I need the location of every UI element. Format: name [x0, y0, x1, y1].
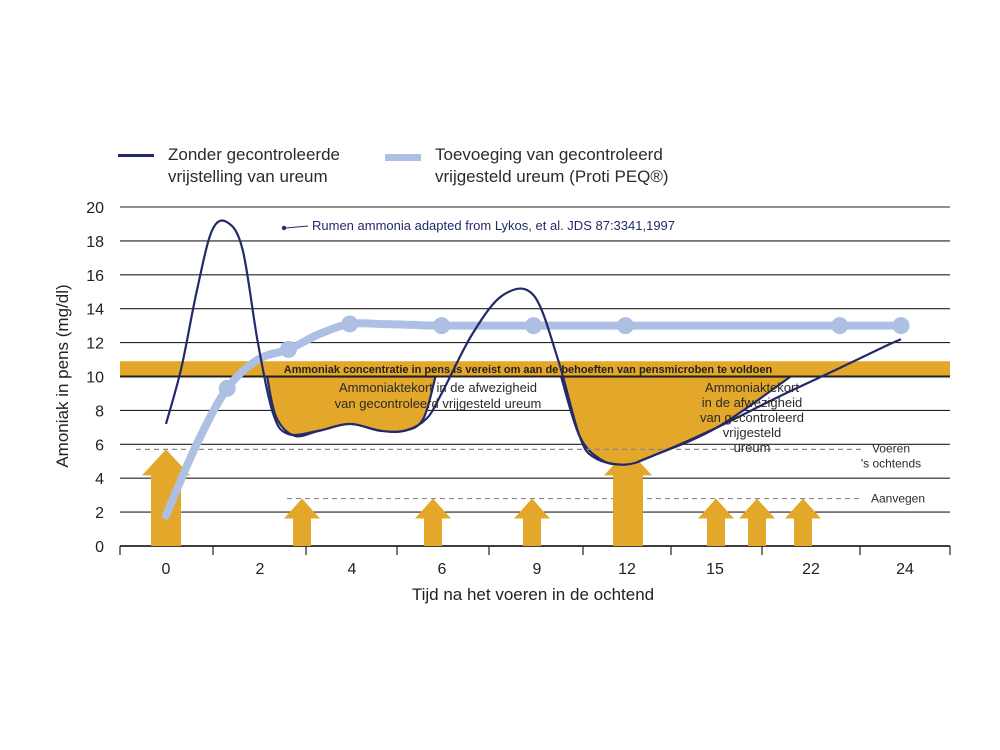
legend-swatch-light-line: [385, 154, 421, 161]
series: [162, 219, 910, 520]
y-tick-label-8: 8: [95, 403, 104, 420]
annotation-leader: [285, 225, 309, 229]
annotation-text: Rumen ammonia adapted from Lykos, et al.…: [312, 218, 675, 233]
y-tick-label-16: 16: [86, 268, 104, 285]
x-axis-title: Tijd na het voeren in de ochtend: [412, 585, 654, 604]
y-tick-label-0: 0: [95, 539, 104, 556]
feeding-level-label-voeren: Voeren's ochtends: [861, 441, 921, 470]
feeding-arrow-4: [604, 449, 652, 546]
threshold-band: Ammoniak concentratie in pens is vereist…: [120, 361, 950, 378]
feeding-arrows: [142, 449, 821, 546]
point-controlled-release-2: [341, 315, 359, 333]
threshold-band-rect: [120, 361, 950, 377]
labels: Ammoniaktekort in de afwezigheid van geco…: [281, 218, 925, 506]
legend-item-without: Zonder gecontroleerde vrijstelling van u…: [118, 144, 340, 188]
feeding-level-label-aanvegen: Aanvegen: [871, 492, 925, 506]
legend-label-without: Zonder gecontroleerde vrijstelling van u…: [168, 145, 341, 186]
y-tick-label-20: 20: [86, 200, 104, 217]
threshold-label: Ammoniak concentratie in pens is vereist…: [284, 364, 773, 376]
x-tick-label-24: 24: [896, 561, 914, 578]
feeding-arrow-1: [284, 498, 320, 546]
deficit-label-2: Ammoniaktekort in de afwezigheid van gecon…: [700, 380, 804, 455]
feeding-arrow-7: [785, 498, 821, 546]
y-tick-label-18: 18: [86, 234, 104, 251]
x-tick-label-12: 12: [618, 561, 636, 578]
legend-swatch-dark-line: [118, 154, 154, 157]
x-tick-label-4: 4: [348, 561, 357, 578]
feeding-arrow-2: [415, 498, 451, 546]
feeding-reference-lines: [136, 448, 863, 500]
y-tick-label-10: 10: [86, 370, 104, 387]
x-tick-label-9: 9: [533, 561, 542, 578]
y-axis-title: Amoniak in pens (mg/dl): [53, 284, 72, 467]
point-controlled-release-6: [831, 317, 849, 335]
legend-item-with: Toevoeging van gecontroleerd vrijgesteld…: [385, 144, 669, 188]
point-controlled-release-1: [280, 340, 297, 358]
feeding-arrow-3: [514, 498, 550, 546]
x-tick-label-6: 6: [438, 561, 447, 578]
deficit-label-1: Ammoniaktekort in de afwezigheid van geco…: [335, 380, 542, 411]
point-controlled-release-3: [433, 317, 451, 335]
point-controlled-release-4: [525, 317, 542, 335]
series-line-controlled-release: [162, 319, 905, 520]
y-tick-label-4: 4: [95, 471, 104, 488]
feeding-arrow-0: [142, 449, 190, 546]
annotation-dot: [281, 225, 287, 231]
feeding-arrow-5: [698, 498, 734, 546]
x-tick-label-2: 2: [256, 561, 265, 578]
x-tick-label-0: 0: [162, 561, 171, 578]
series-line-without-control: [164, 219, 902, 466]
x-tick-label-15: 15: [706, 561, 724, 578]
legend-label-with: Toevoeging van gecontroleerd vrijgesteld…: [435, 145, 669, 186]
y-tick-label-14: 14: [86, 302, 104, 319]
y-tick-label-6: 6: [95, 437, 104, 454]
point-controlled-release-5: [616, 317, 634, 335]
y-tick-label-2: 2: [95, 505, 104, 522]
point-controlled-release-0: [218, 379, 236, 397]
x-tick-label-22: 22: [802, 561, 820, 578]
y-tick-label-12: 12: [86, 336, 104, 353]
deficit-regions: [265, 375, 795, 466]
point-controlled-release-7: [892, 317, 910, 335]
feeding-arrow-6: [739, 498, 775, 546]
